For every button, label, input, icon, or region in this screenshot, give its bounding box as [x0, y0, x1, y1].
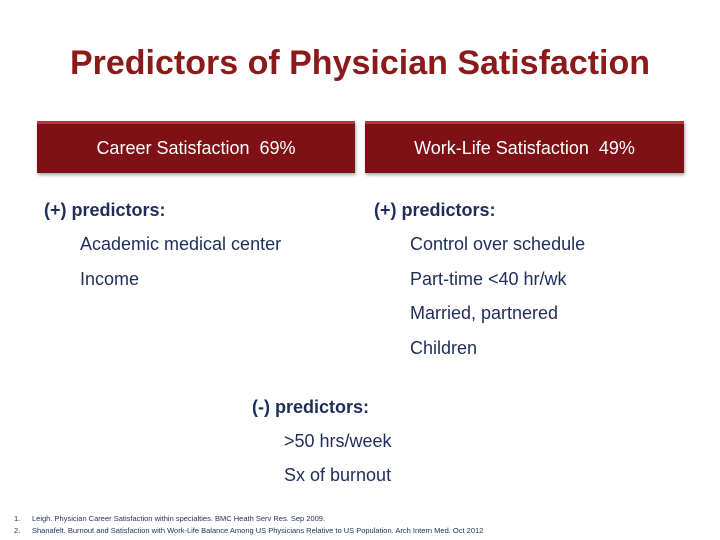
- career-item: Academic medical center: [80, 234, 282, 254]
- worklife-satisfaction-header: Work-Life Satisfaction 49%: [365, 121, 684, 173]
- worklife-item: Married, partnered: [410, 303, 559, 323]
- footnote-number: 2.: [14, 526, 21, 535]
- footnote-number: 1.: [14, 514, 21, 523]
- footnote: 2. Shanafelt. Burnout and Satisfaction w…: [14, 525, 483, 537]
- career-item: Income: [80, 269, 140, 289]
- footnotes: 1. Leigh. Physician Career Satisfaction …: [14, 513, 483, 537]
- worklife-item: Control over schedule: [410, 234, 586, 254]
- slide-title: Predictors of Physician Satisfaction: [69, 44, 651, 82]
- worklife-item: Children: [410, 338, 478, 358]
- worklife-item: Part-time <40 hr/wk: [410, 269, 567, 289]
- career-satisfaction-header-label: Career Satisfaction 69%: [96, 138, 296, 158]
- worklife-positive-heading: (+) predictors:: [374, 200, 496, 220]
- career-satisfaction-header: Career Satisfaction 69%: [37, 121, 355, 173]
- worklife-satisfaction-header-label: Work-Life Satisfaction 49%: [414, 138, 635, 158]
- career-positive-heading: (+) predictors:: [44, 200, 166, 220]
- footnote-text: Leigh. Physician Career Satisfaction wit…: [32, 514, 326, 523]
- footnote: 1. Leigh. Physician Career Satisfaction …: [14, 513, 483, 525]
- footnote-text: Shanafelt. Burnout and Satisfaction with…: [32, 526, 484, 535]
- negative-item: Sx of burnout: [284, 465, 392, 485]
- negative-heading: (-) predictors:: [252, 397, 369, 417]
- negative-item: >50 hrs/week: [284, 431, 392, 451]
